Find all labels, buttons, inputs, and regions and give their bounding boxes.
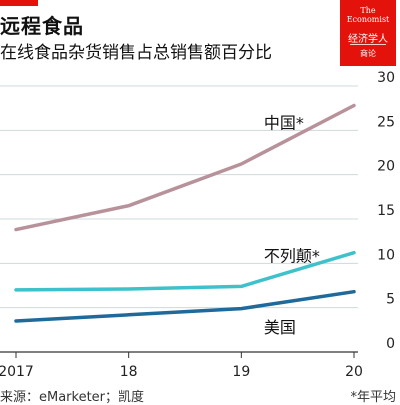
y-tick-label: 10	[377, 247, 395, 263]
y-tick-label: 20	[377, 159, 395, 175]
footnote: *年平均	[350, 386, 396, 405]
source-note: 来源：eMarketer；凯度	[0, 386, 144, 405]
series-label: 中国*	[264, 113, 304, 132]
x-tick-label: 19	[232, 364, 250, 380]
x-tick-label: 18	[120, 364, 138, 380]
y-tick-label: 15	[377, 203, 395, 219]
x-tick-label: 2017	[0, 364, 34, 380]
series-line-us	[16, 292, 354, 321]
y-tick-label: 30	[377, 70, 395, 86]
y-tick-label: 5	[386, 292, 395, 308]
y-tick-label: 0	[386, 336, 395, 352]
series-label: 美国	[264, 318, 296, 337]
y-tick-label: 25	[377, 114, 395, 130]
x-tick-label: 20	[345, 364, 363, 380]
series-label: 不列颠*	[264, 247, 320, 266]
